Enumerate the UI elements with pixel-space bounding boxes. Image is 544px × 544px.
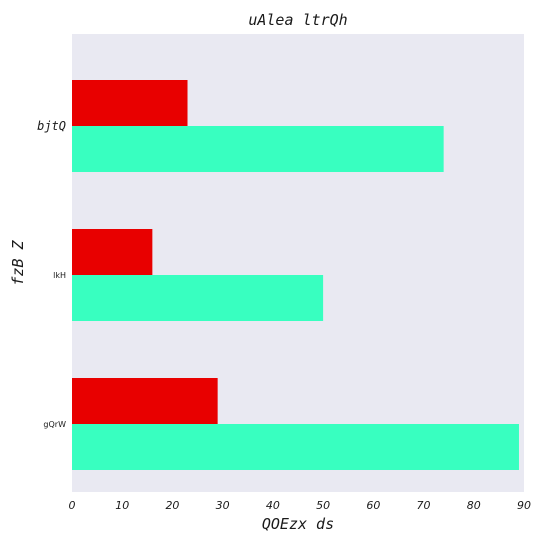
x-tick-label: 50 bbox=[316, 499, 330, 512]
x-tick-label: 30 bbox=[216, 499, 230, 512]
y-tick-labels: bjtQ lkH gQrW bbox=[37, 119, 66, 429]
x-axis-label: QOEzx ds bbox=[262, 515, 334, 533]
y-tick-label: gQrW bbox=[43, 420, 66, 429]
bar-lkH-series-1 bbox=[72, 229, 153, 275]
bar-lkH-series-2 bbox=[72, 275, 324, 321]
bar-gQrW-series-1 bbox=[72, 378, 218, 424]
x-tick-label: 0 bbox=[69, 499, 76, 512]
y-axis-label: fzB Z bbox=[9, 239, 27, 285]
x-tick-label: 70 bbox=[417, 499, 431, 512]
bar-bjtQ-series-1 bbox=[72, 80, 188, 126]
chart-title: uAlea ltrQh bbox=[248, 11, 347, 29]
y-tick-label: lkH bbox=[53, 271, 66, 280]
x-tick-label: 90 bbox=[517, 499, 531, 512]
x-tick-label: 40 bbox=[266, 499, 280, 512]
bars-group bbox=[72, 80, 519, 470]
x-tick-labels: 0 10 20 30 40 50 60 70 80 90 bbox=[69, 499, 532, 512]
x-tick-label: 60 bbox=[366, 499, 380, 512]
y-tick-label: bjtQ bbox=[37, 119, 66, 133]
bar-bjtQ-series-2 bbox=[72, 126, 444, 172]
x-tick-label: 10 bbox=[115, 499, 129, 512]
x-tick-label: 20 bbox=[165, 499, 179, 512]
bar-gQrW-series-2 bbox=[72, 424, 519, 470]
x-tick-label: 80 bbox=[467, 499, 481, 512]
